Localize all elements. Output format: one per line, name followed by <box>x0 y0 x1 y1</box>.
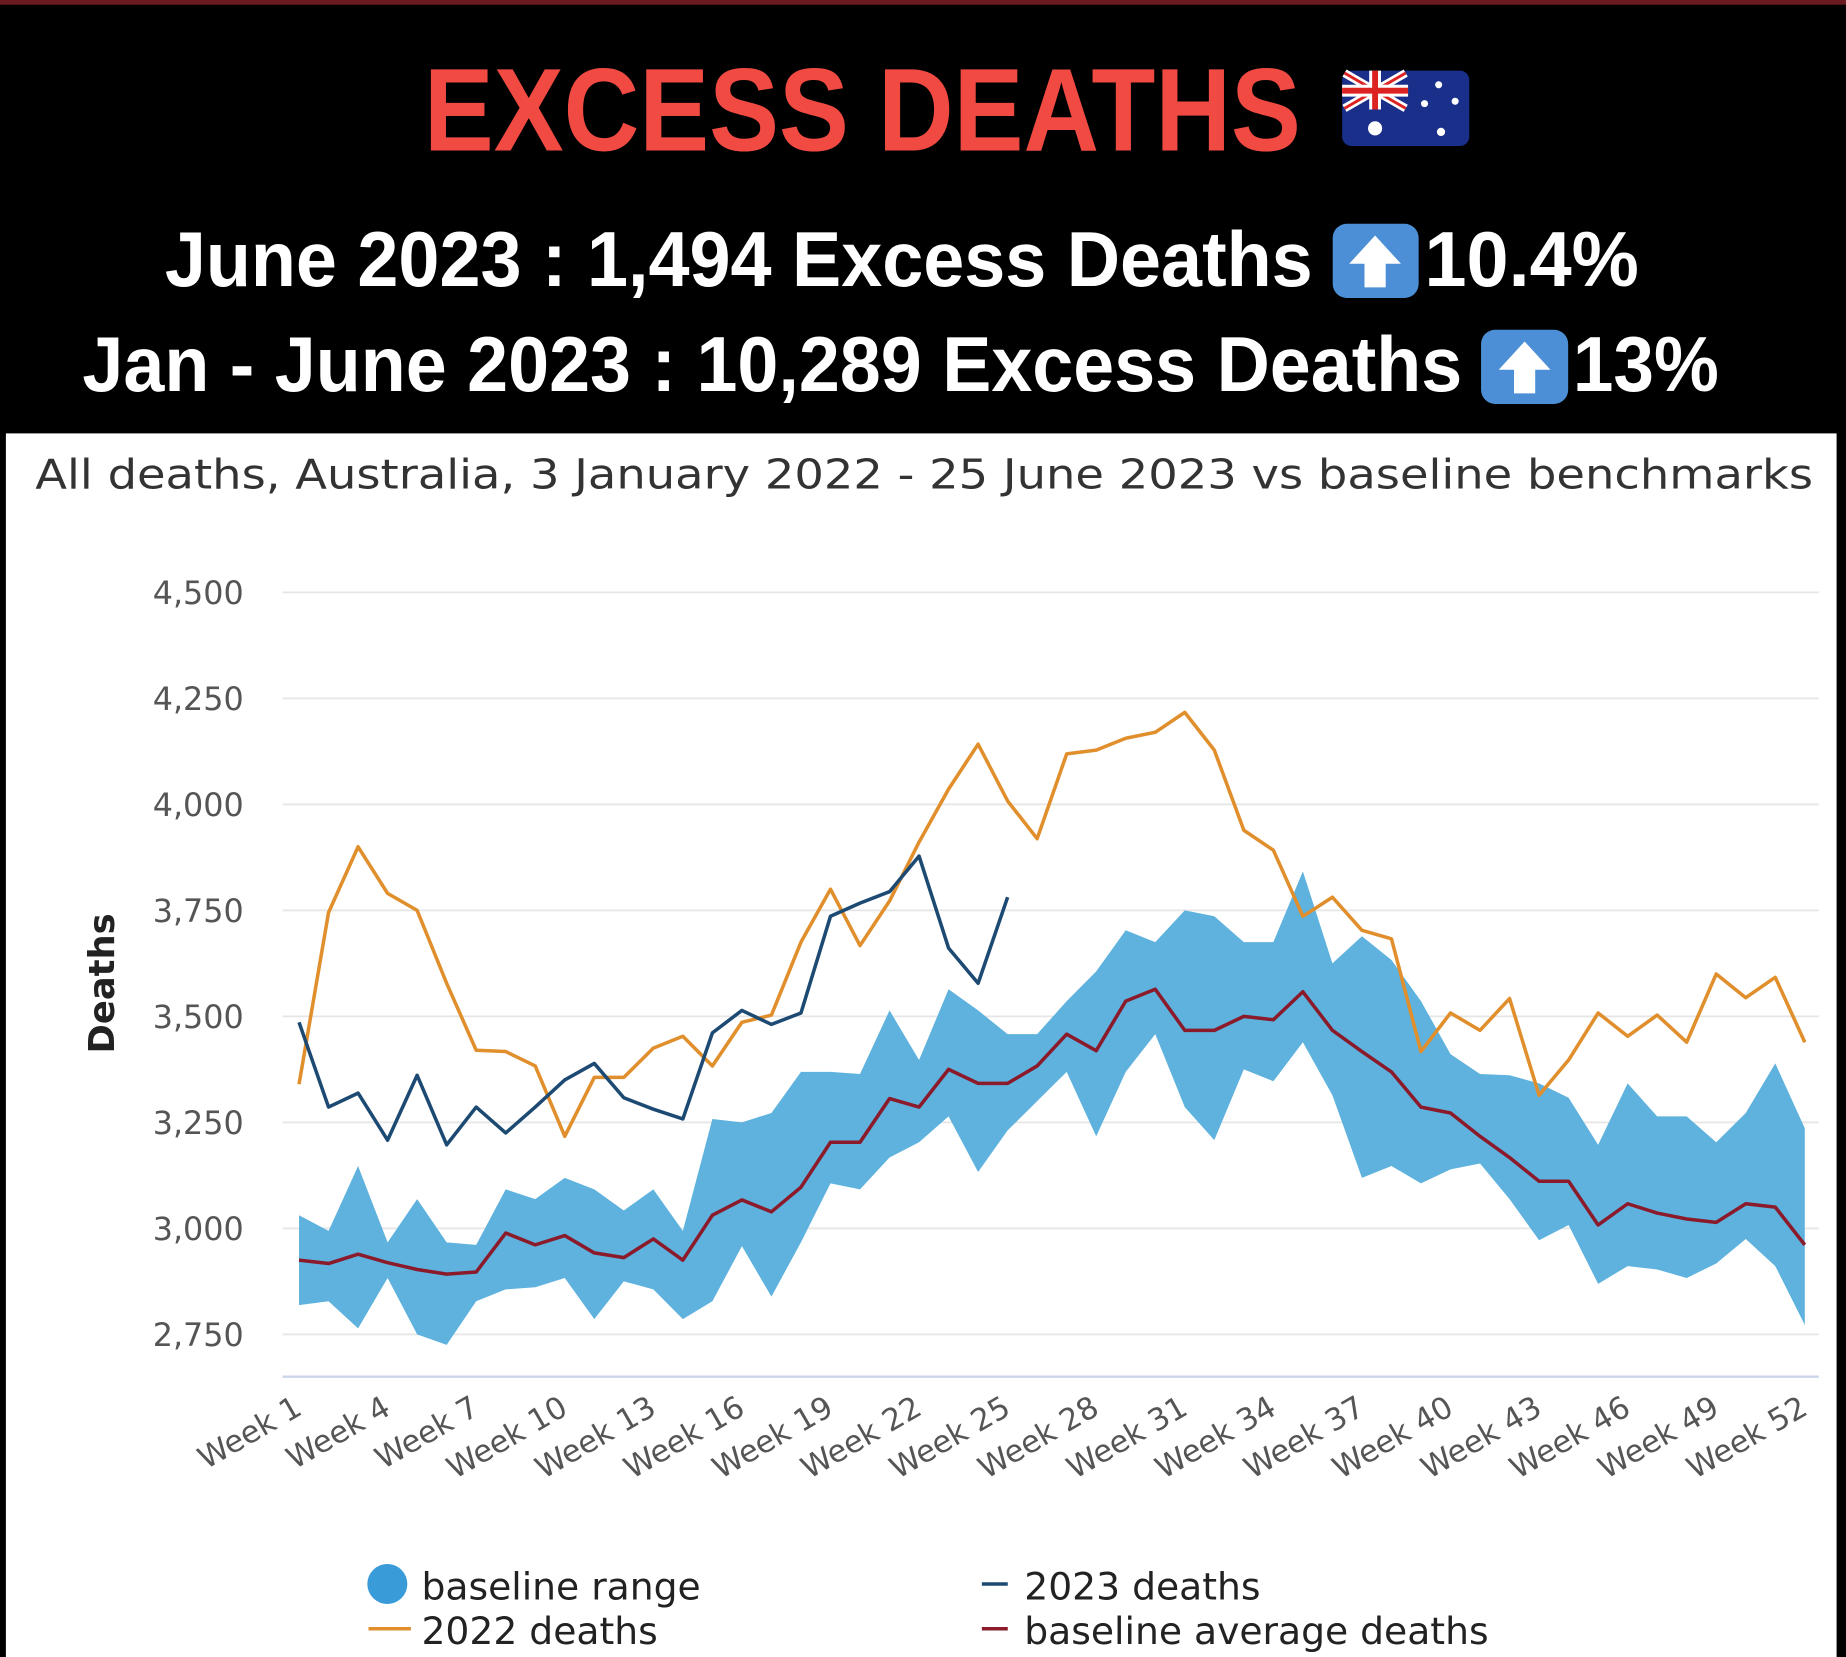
y-tick-label: 3,500 <box>153 999 244 1036</box>
flag-star <box>1436 127 1446 137</box>
summary-line: Jan - June 2023 : 10,289 Excess Deaths <box>82 322 1462 408</box>
summary-change: 13% <box>1573 322 1719 408</box>
flag-star <box>1451 97 1459 105</box>
summary-change: 10.4% <box>1425 217 1639 303</box>
chart-panel <box>5 433 1837 1657</box>
legend-label: baseline range <box>421 1564 700 1608</box>
icon-arrow <box>1498 341 1551 394</box>
y-tick-label: 4,250 <box>153 681 244 718</box>
flag-star <box>1368 121 1383 136</box>
summary-line: June 2023 : 1,494 Excess Deaths <box>165 217 1313 303</box>
y-tick-label: 4,500 <box>153 575 244 612</box>
y-tick-label: 3,250 <box>153 1105 244 1142</box>
flag-star <box>1421 100 1429 108</box>
icon-arrow <box>1349 235 1401 288</box>
up-icon <box>1481 329 1569 404</box>
baseline-band <box>299 871 1805 1345</box>
legend-label: baseline average deaths <box>1024 1609 1488 1653</box>
up-icon <box>1332 223 1419 298</box>
series-line <box>297 854 1010 1147</box>
y-tick-label: 3,750 <box>153 893 244 930</box>
flag-star <box>1435 81 1443 89</box>
chart-title: All deaths, Australia, 3 January 2022 - … <box>35 451 1813 499</box>
y-tick-label: 4,000 <box>153 787 244 824</box>
top-stripe <box>0 0 1846 5</box>
flag <box>1342 69 1470 147</box>
series-line <box>297 710 1807 1139</box>
legend-marker <box>367 1563 408 1605</box>
series-line <box>298 987 1807 1276</box>
legend-label: 2022 deaths <box>421 1609 657 1653</box>
headline: EXCESS DEATHS <box>424 44 1301 176</box>
legend-label: 2023 deaths <box>1024 1564 1260 1608</box>
flag-cross-red <box>1342 70 1409 110</box>
y-axis-label: Deaths <box>82 913 123 1053</box>
y-tick-label: 3,000 <box>153 1211 244 1248</box>
y-tick-label: 2,750 <box>153 1317 244 1354</box>
